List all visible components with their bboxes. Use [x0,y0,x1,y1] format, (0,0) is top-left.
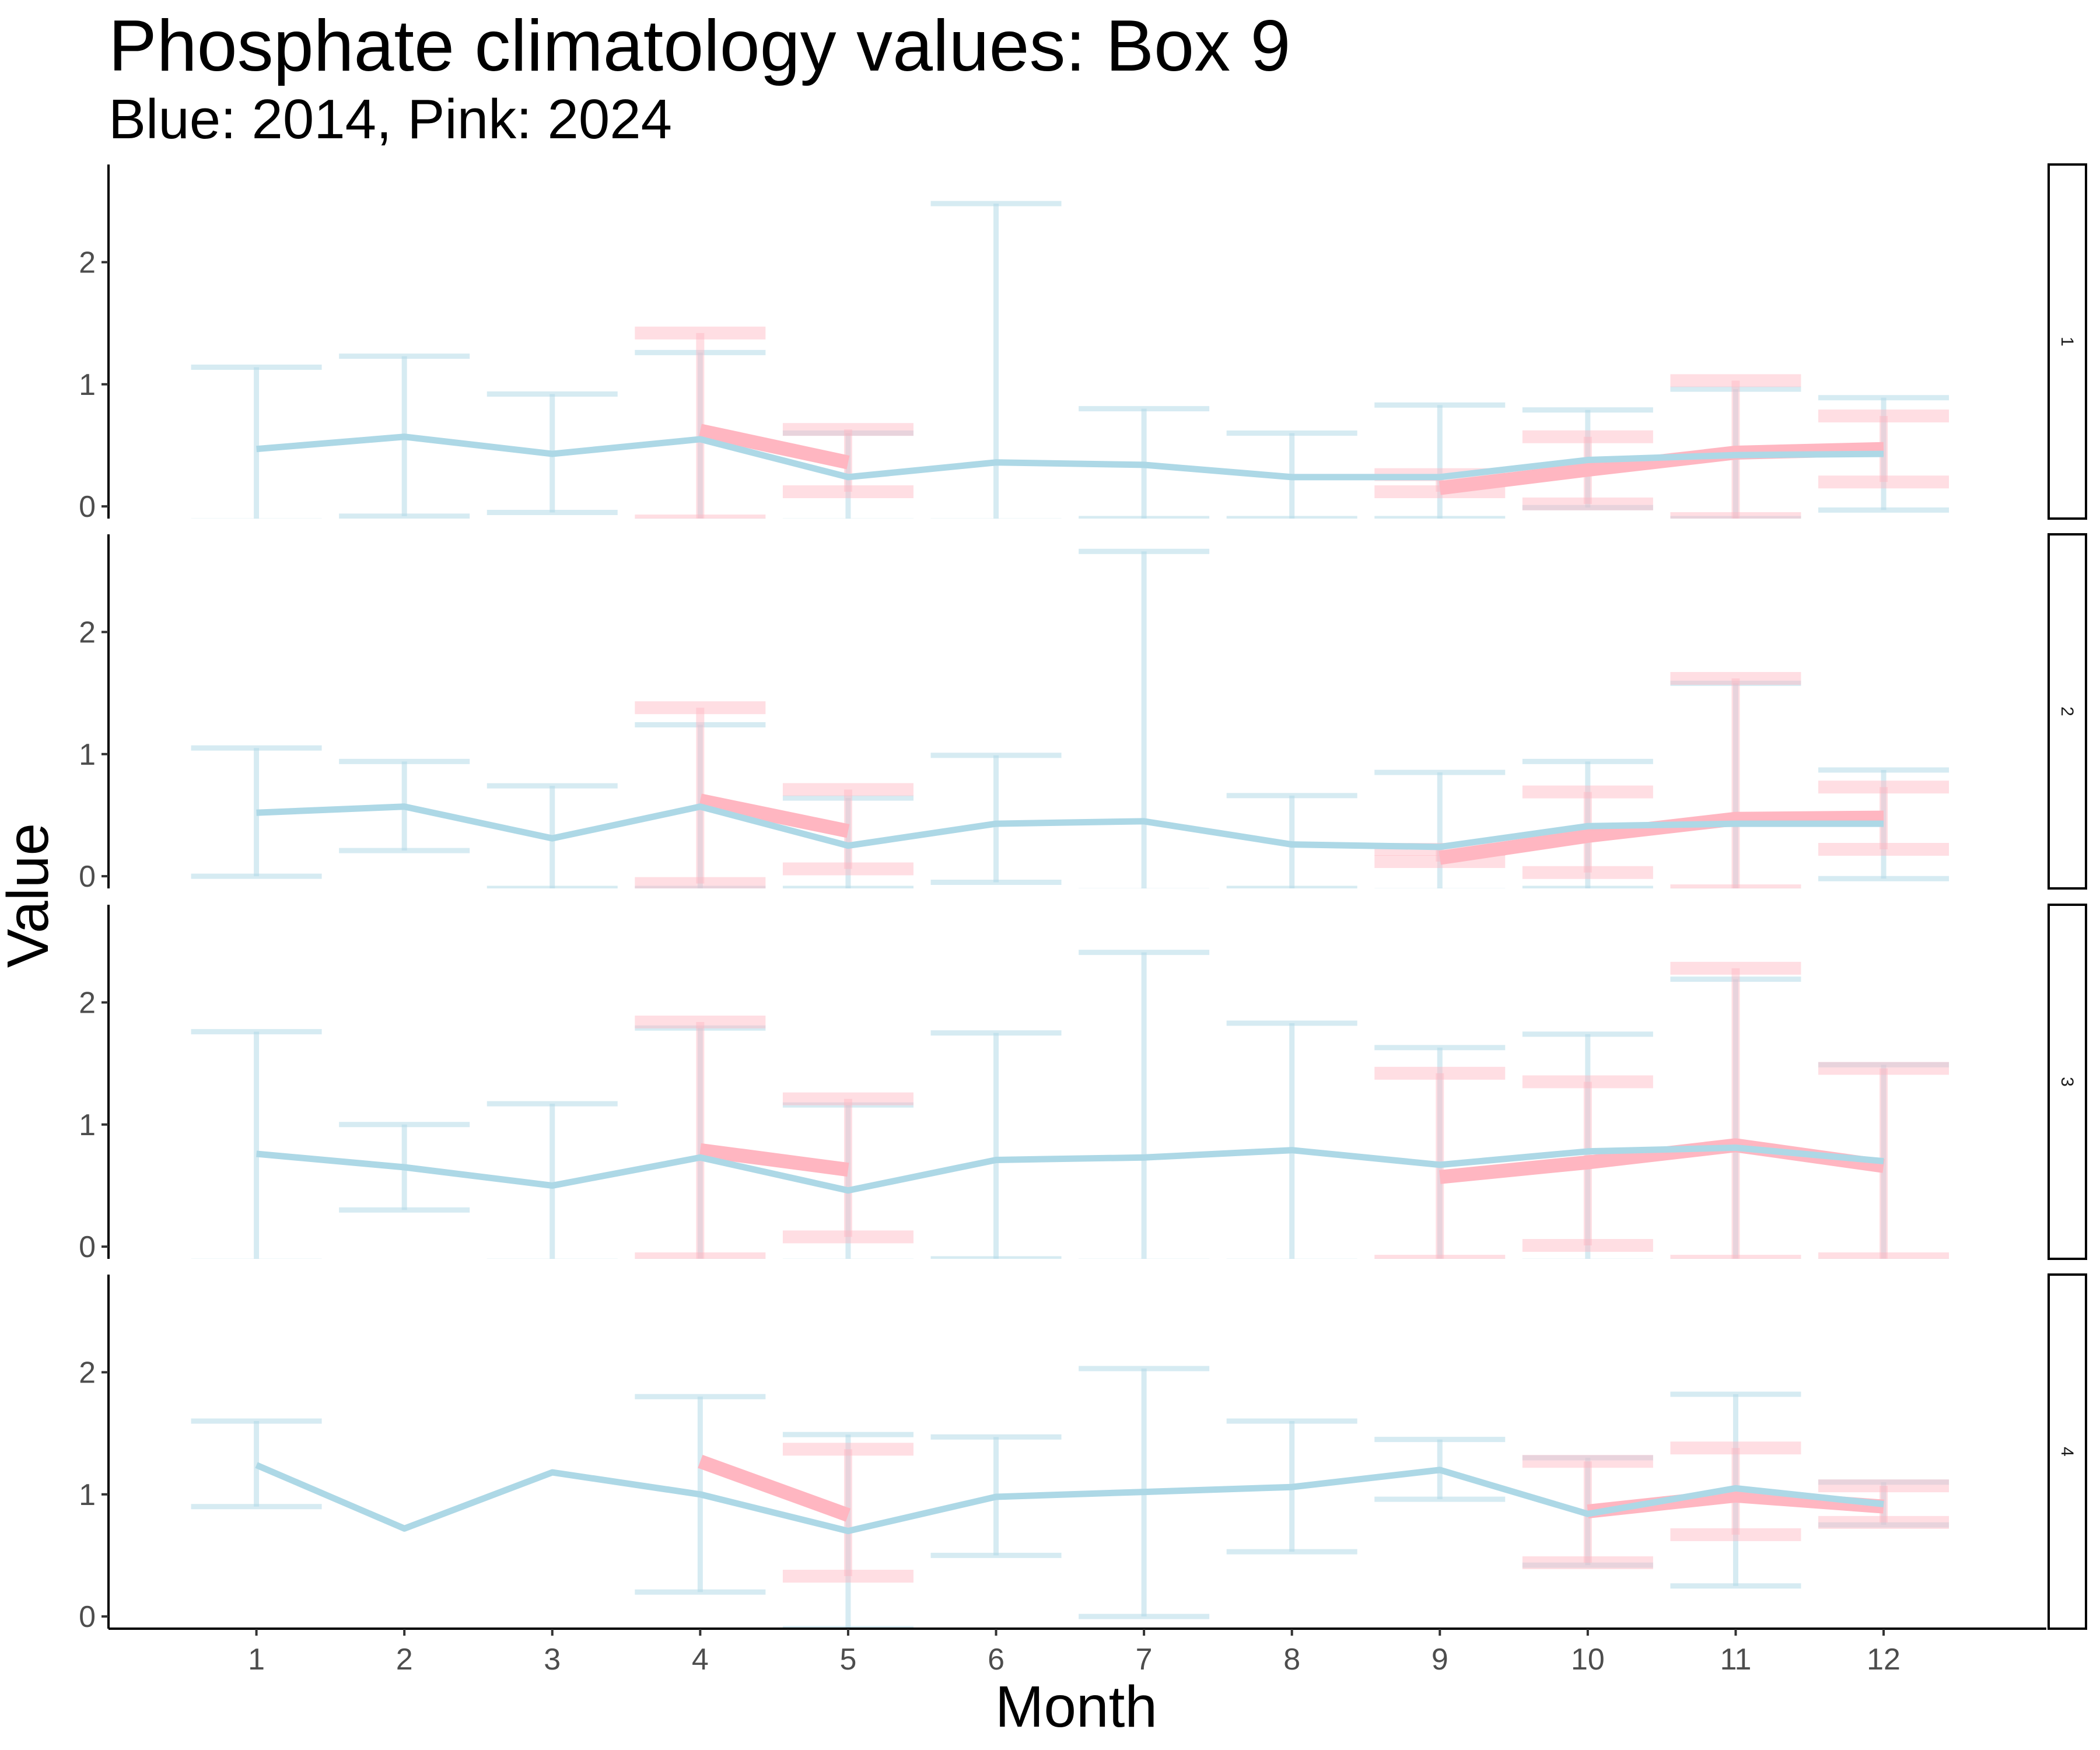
facet-strip-label: 3 [2057,1077,2077,1087]
series-line-pink-0 [698,1454,851,1522]
series-line-blue-0 [255,1462,1884,1535]
y-tick-label: 1 [79,368,96,402]
series-line-pink-1 [1438,442,1884,495]
y-tick-label: 1 [79,1478,96,1512]
facet-strip-1 [2048,163,2087,520]
y-tick-label: 1 [79,1108,96,1142]
chart-title: Phosphate climatology values: Box 9 [108,6,1291,86]
facet-strip-2 [2048,533,2087,890]
panel-data [191,201,1950,519]
y-tick-label: 2 [79,246,96,279]
x-tick-label: 8 [1283,1643,1300,1676]
y-tick-label: 1 [79,738,96,772]
facet-panel-1: 0 1 2 1 [79,163,2087,524]
facet-strip-4 [2048,1273,2087,1630]
series-line-blue-0 [256,803,1884,850]
facet-strip-label: 2 [2057,706,2077,716]
series-line-pink-0 [699,1143,849,1177]
panel-data [191,1366,1950,1629]
x-tick-label: 6 [988,1643,1005,1676]
facet-panels: 0 1 2 1 0 1 2 2 0 1 2 3 0 1 2 4 [79,163,2087,1634]
x-tick-label: 9 [1432,1643,1448,1676]
series-line-blue-0 [256,433,1884,481]
y-tick-label: 2 [79,1356,96,1390]
y-tick-label: 2 [79,986,96,1020]
y-tick-label: 0 [79,490,96,524]
x-tick-label: 12 [1867,1643,1901,1676]
facet-strip-3 [2048,904,2087,1260]
y-axis-title: Value [0,823,61,968]
facet-panel-2: 0 1 2 2 [79,533,2087,894]
series-line-pink-0 [698,424,850,470]
x-tick-label: 10 [1571,1643,1605,1676]
panel-data [191,548,1950,888]
x-tick-label: 7 [1136,1643,1153,1676]
facet-panel-4: 0 1 2 4 [79,1273,2087,1634]
series-line-pink-0 [698,793,850,838]
y-tick-label: 0 [79,860,96,894]
x-tick-label: 1 [248,1643,265,1676]
panel-data [191,950,1950,1259]
facet-strip-label: 4 [2057,1447,2077,1457]
series-line-blue-0 [256,1144,1884,1194]
facet-strip-label: 1 [2057,337,2077,346]
x-axis: 1 2 3 4 5 6 7 8 9 10 11 12 [108,1628,2046,1676]
x-axis-title: Month [995,1674,1157,1740]
facet-panel-3: 0 1 2 3 [79,904,2087,1264]
y-tick-label: 2 [79,615,96,649]
y-tick-label: 0 [79,1600,96,1634]
x-tick-label: 4 [692,1643,709,1676]
x-tick-label: 5 [839,1643,856,1676]
y-tick-label: 0 [79,1230,96,1264]
x-tick-label: 3 [544,1643,561,1676]
x-tick-label: 11 [1720,1643,1751,1676]
x-tick-label: 2 [396,1643,413,1676]
chart-subtitle: Blue: 2014, Pink: 2024 [108,88,673,150]
